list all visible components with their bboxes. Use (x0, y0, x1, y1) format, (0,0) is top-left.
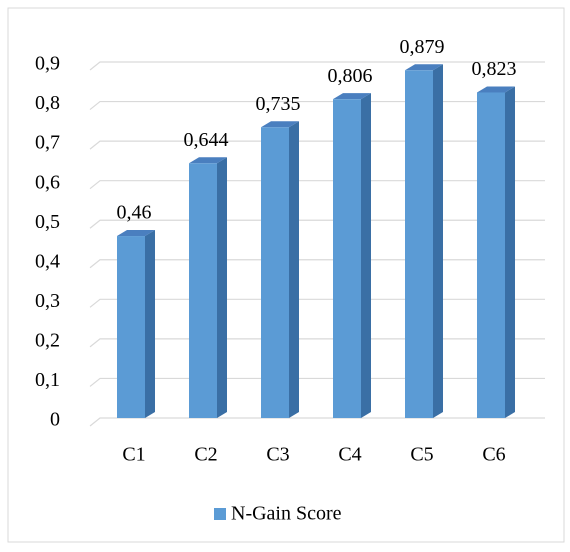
y-tick-label: 0,5 (35, 211, 60, 233)
grid-line (89, 219, 545, 229)
bar-side (145, 230, 155, 418)
y-tick-label: 0,2 (35, 329, 60, 351)
y-tick-label: 0,4 (35, 250, 60, 272)
bar-top (405, 64, 443, 71)
y-tick-label: 0 (50, 409, 60, 431)
legend-swatch (214, 508, 226, 520)
x-tick-label: C1 (122, 444, 145, 466)
grid-line (89, 377, 545, 387)
data-label: 0,806 (328, 65, 373, 87)
bar-side (289, 121, 299, 419)
x-tick-label: C2 (194, 444, 217, 466)
bar-side (505, 86, 515, 419)
y-tick-label: 0,6 (35, 171, 60, 193)
bar-top (477, 86, 515, 93)
data-label: 0,735 (256, 93, 301, 115)
bar-top (333, 93, 371, 100)
x-tick-label: C6 (482, 444, 505, 466)
grid-line (89, 298, 545, 308)
grid-line (89, 61, 545, 71)
x-tick-label: C3 (266, 444, 289, 466)
y-tick-label: 0,3 (35, 290, 60, 312)
bar (189, 163, 217, 418)
x-tick-label: C5 (410, 444, 433, 466)
bar (117, 236, 145, 418)
grid-line (89, 259, 545, 269)
bar-top (189, 157, 227, 164)
bar-side (433, 64, 443, 418)
grid-line (89, 417, 545, 427)
data-label: 0,46 (117, 202, 152, 224)
bar (261, 127, 289, 419)
grid-line (89, 180, 545, 190)
y-tick-label: 0,9 (35, 53, 60, 75)
y-tick-label: 0,8 (35, 92, 60, 114)
data-label: 0,644 (184, 129, 229, 151)
data-label: 0,879 (400, 36, 445, 58)
bar-top (117, 230, 155, 237)
bar (477, 92, 505, 419)
grid-line (89, 338, 545, 348)
grid-line (89, 100, 545, 111)
bar (405, 70, 433, 418)
bar-side (217, 157, 227, 419)
bar-top (261, 121, 299, 128)
data-label: 0,823 (472, 58, 517, 80)
bar-side (361, 93, 371, 418)
y-tick-label: 0,1 (35, 369, 60, 391)
grid-line (89, 140, 545, 150)
x-tick-label: C4 (338, 444, 361, 466)
legend-label: N-Gain Score (231, 503, 342, 525)
bar (333, 99, 361, 418)
y-tick-label: 0,7 (35, 132, 60, 154)
